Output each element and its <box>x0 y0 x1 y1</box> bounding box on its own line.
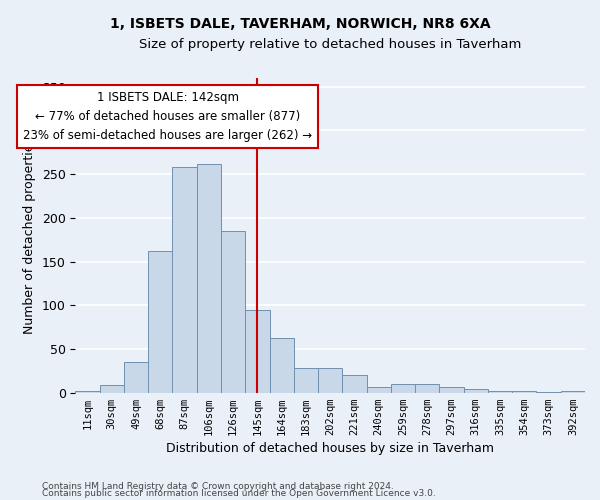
Bar <box>439 388 464 392</box>
Bar <box>512 391 536 392</box>
Text: 1, ISBETS DALE, TAVERHAM, NORWICH, NR8 6XA: 1, ISBETS DALE, TAVERHAM, NORWICH, NR8 6… <box>110 18 490 32</box>
Text: Contains public sector information licensed under the Open Government Licence v3: Contains public sector information licen… <box>42 490 436 498</box>
Bar <box>172 167 197 392</box>
Bar <box>415 384 439 392</box>
X-axis label: Distribution of detached houses by size in Taverham: Distribution of detached houses by size … <box>166 442 494 455</box>
Bar <box>343 375 367 392</box>
Bar <box>269 338 294 392</box>
Bar <box>221 231 245 392</box>
Bar <box>294 368 318 392</box>
Bar <box>561 391 585 392</box>
Bar <box>245 310 269 392</box>
Bar <box>100 385 124 392</box>
Bar <box>488 391 512 392</box>
Bar <box>318 368 343 392</box>
Bar <box>124 362 148 392</box>
Bar <box>148 251 172 392</box>
Bar <box>76 391 100 392</box>
Bar <box>464 389 488 392</box>
Title: Size of property relative to detached houses in Taverham: Size of property relative to detached ho… <box>139 38 521 51</box>
Text: 1 ISBETS DALE: 142sqm
← 77% of detached houses are smaller (877)
23% of semi-det: 1 ISBETS DALE: 142sqm ← 77% of detached … <box>23 91 312 142</box>
Bar <box>391 384 415 392</box>
Y-axis label: Number of detached properties: Number of detached properties <box>23 137 36 334</box>
Bar <box>367 388 391 392</box>
Bar <box>197 164 221 392</box>
Text: Contains HM Land Registry data © Crown copyright and database right 2024.: Contains HM Land Registry data © Crown c… <box>42 482 394 491</box>
